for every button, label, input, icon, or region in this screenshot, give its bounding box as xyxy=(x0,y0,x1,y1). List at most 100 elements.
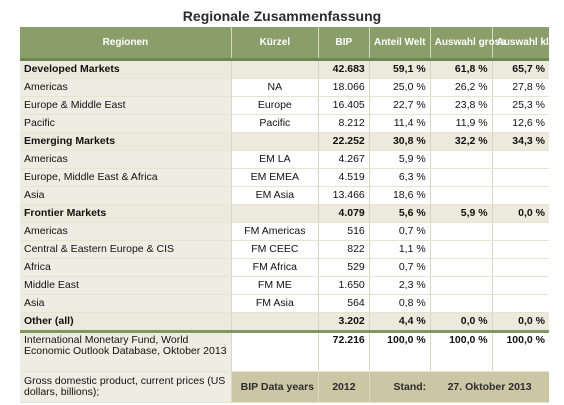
gross-value xyxy=(430,294,493,313)
klein-value xyxy=(492,276,549,295)
table-group-row: Emerging Markets 22.252 30,8 % 32,2 % 34,3 % xyxy=(20,132,549,151)
anteil-value: 11,4 % xyxy=(369,114,431,133)
region-name: Central & Eastern Europe & CIS xyxy=(20,240,232,259)
region-summary-table: Regionen Kürzel BIP Anteil Welt Auswahl … xyxy=(20,27,563,403)
table-row: Pacific Pacific 8.212 11,4 % 11,9 % 12,6 % xyxy=(20,114,549,133)
region-code: FM Americas xyxy=(231,222,320,241)
klein-value xyxy=(492,150,549,169)
gross-value: 0,0 % xyxy=(430,312,493,333)
bip-value: 4.267 xyxy=(318,150,370,169)
region-name: Middle East xyxy=(20,276,232,295)
source-text: International Monetary Fund, World Econo… xyxy=(20,331,232,372)
region-name: Europe & Middle East xyxy=(20,96,232,115)
klein-value xyxy=(492,294,549,313)
anteil-value: 0,7 % xyxy=(369,222,431,241)
bip-value: 822 xyxy=(318,240,370,259)
table-row: Africa FM Africa 529 0,7 % xyxy=(20,258,549,277)
gross-value: 32,2 % xyxy=(430,132,493,151)
gross-value: 5,9 % xyxy=(430,204,493,223)
table-row: Americas NA 18.066 25,0 % 26,2 % 27,8 % xyxy=(20,78,549,97)
source-code-cell xyxy=(231,331,320,372)
table-group-row: Frontier Markets 4.079 5,6 % 5,9 % 0,0 % xyxy=(20,204,549,223)
anteil-value: 2,3 % xyxy=(369,276,431,295)
table-group-row: Other (all) 3.202 4,4 % 0,0 % 0,0 % xyxy=(20,312,549,333)
bip-value: 18.066 xyxy=(318,78,370,97)
region-code: FM CEEC xyxy=(231,240,320,259)
footer-stand-date: 27. Oktober 2013 xyxy=(430,371,549,403)
header-regionen: Regionen xyxy=(20,27,232,61)
anteil-value: 1,1 % xyxy=(369,240,431,259)
region-name: Americas xyxy=(20,150,232,169)
region-code: EM Asia xyxy=(231,186,320,205)
gross-value xyxy=(430,276,493,295)
table-row: Europe & Middle East Europe 16.405 22,7 % 23… xyxy=(20,96,549,115)
bip-value: 529 xyxy=(318,258,370,277)
table-row: Middle East FM ME 1.650 2,3 % xyxy=(20,276,549,295)
klein-value xyxy=(492,240,549,259)
klein-value: 34,3 % xyxy=(492,132,549,151)
region-code xyxy=(231,204,320,223)
gross-value xyxy=(430,240,493,259)
footer-data-label: BIP Data years xyxy=(231,371,320,403)
region-name: Emerging Markets xyxy=(20,132,232,151)
header-auswahl-klein: Auswahl klein xyxy=(492,27,563,61)
table-row: Asia EM Asia 13.466 18,6 % xyxy=(20,186,549,205)
total-anteil: 100,0 % xyxy=(369,331,431,372)
region-code: Europe xyxy=(231,96,320,115)
region-code: Pacific xyxy=(231,114,320,133)
table-row: Americas EM LA 4.267 5,9 % xyxy=(20,150,549,169)
anteil-value: 5,9 % xyxy=(369,150,431,169)
klein-value: 65,7 % xyxy=(492,59,549,79)
region-name: Asia xyxy=(20,186,232,205)
klein-value: 25,3 % xyxy=(492,96,549,115)
total-bip: 72.216 xyxy=(318,331,370,372)
region-name: Asia xyxy=(20,294,232,313)
region-name: Developed Markets xyxy=(20,59,232,79)
gross-value: 23,8 % xyxy=(430,96,493,115)
table-body: Developed Markets 42.683 59,1 % 61,8 % 65,7 … xyxy=(20,59,549,333)
bip-value: 1.650 xyxy=(318,276,370,295)
anteil-value: 6,3 % xyxy=(369,168,431,187)
bip-value: 564 xyxy=(318,294,370,313)
region-code: NA xyxy=(231,78,320,97)
table-row: Europe, Middle East & Africa EM EMEA 4.519… xyxy=(20,168,549,187)
bip-value: 516 xyxy=(318,222,370,241)
total-gross: 100,0 % xyxy=(430,331,493,372)
gross-value xyxy=(430,186,493,205)
region-name: Frontier Markets xyxy=(20,204,232,223)
klein-value xyxy=(492,258,549,277)
table-row: Asia FM Asia 564 0,8 % xyxy=(20,294,549,313)
gross-value xyxy=(430,258,493,277)
gross-value: 11,9 % xyxy=(430,114,493,133)
header-auswahl-gross: Auswahl gross xyxy=(430,27,506,61)
klein-value xyxy=(492,186,549,205)
region-name: Pacific xyxy=(20,114,232,133)
bip-value: 3.202 xyxy=(318,312,370,333)
anteil-value: 5,6 % xyxy=(369,204,431,223)
header-anteil-welt: Anteil Welt xyxy=(369,27,431,61)
table-row: Americas FM Americas 516 0,7 % xyxy=(20,222,549,241)
klein-value: 0,0 % xyxy=(492,312,549,333)
gross-value xyxy=(430,168,493,187)
footer-stand-label: Stand: xyxy=(369,371,431,403)
klein-value: 0,0 % xyxy=(492,204,549,223)
region-name: Americas xyxy=(20,222,232,241)
gross-value xyxy=(430,150,493,169)
bip-value: 8.212 xyxy=(318,114,370,133)
header-kuerzel: Kürzel xyxy=(231,27,320,61)
klein-value xyxy=(492,168,549,187)
anteil-value: 59,1 % xyxy=(369,59,431,79)
region-name: Americas xyxy=(20,78,232,97)
footer-gdp-note: Gross domestic product, current prices (… xyxy=(20,371,232,403)
anteil-value: 18,6 % xyxy=(369,186,431,205)
gross-value xyxy=(430,222,493,241)
bip-value: 4.519 xyxy=(318,168,370,187)
region-code xyxy=(231,132,320,151)
header-bip: BIP xyxy=(318,27,370,61)
klein-value xyxy=(492,222,549,241)
region-code xyxy=(231,312,320,333)
footer-year: 2012 xyxy=(318,371,370,403)
total-klein: 100,0 % xyxy=(492,331,549,372)
region-code: FM ME xyxy=(231,276,320,295)
gross-value: 26,2 % xyxy=(430,78,493,97)
